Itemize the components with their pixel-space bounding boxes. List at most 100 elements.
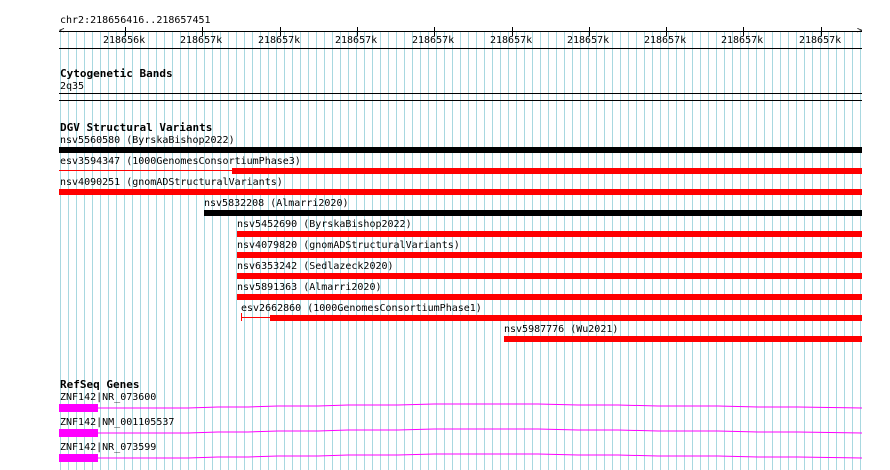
grid-line: [268, 32, 269, 470]
grid-line: [540, 32, 541, 470]
dgv-track-title[interactable]: DGV Structural Variants: [60, 121, 213, 134]
ruler-tick-label: 218657k: [490, 35, 533, 46]
cytoband-track-title[interactable]: Cytogenetic Bands: [60, 67, 173, 80]
dgv-feature-bar[interactable]: [237, 231, 862, 237]
grid-line: [276, 32, 277, 470]
grid-line: [76, 32, 77, 470]
grid-line: [148, 32, 149, 470]
dgv-feature-bar[interactable]: [237, 294, 862, 300]
grid-line: [428, 32, 429, 470]
grid-line: [116, 32, 117, 470]
grid-line: [844, 32, 845, 470]
refseq-gene-label[interactable]: ZNF142|NR_073600: [60, 392, 157, 403]
dgv-feature-label[interactable]: nsv4090251 (gnomADStructuralVariants): [60, 177, 283, 188]
grid-line: [140, 32, 141, 470]
dgv-feature-label[interactable]: esv3594347 (1000GenomesConsortiumPhase3): [60, 156, 301, 167]
grid-line: [396, 32, 397, 470]
dgv-feature-label[interactable]: nsv5560580 (ByrskaBishop2022): [60, 135, 235, 146]
grid-line: [388, 32, 389, 470]
grid-line: [676, 32, 677, 470]
dgv-feature-bar[interactable]: [204, 210, 862, 216]
grid-line: [740, 32, 741, 470]
grid-line: [500, 32, 501, 470]
refseq-gene-label[interactable]: ZNF142|NM_001105537: [60, 417, 175, 428]
dgv-feature-label[interactable]: esv2662860 (1000GenomesConsortiumPhase1): [241, 303, 482, 314]
grid-line: [404, 32, 405, 470]
grid-line: [804, 32, 805, 470]
grid-line: [468, 32, 469, 470]
ruler-tick: [666, 27, 667, 36]
grid-line: [188, 32, 189, 470]
grid-line: [212, 32, 213, 470]
dgv-feature-bar[interactable]: [237, 273, 862, 279]
dgv-feature-connector: [59, 170, 232, 171]
grid-line: [532, 32, 533, 470]
dgv-feature-label[interactable]: nsv4079820 (gnomADStructuralVariants): [237, 240, 460, 251]
ruler-right-arrow: >: [857, 26, 863, 36]
grid-line: [196, 32, 197, 470]
refseq-gene-label[interactable]: ZNF142|NR_073599: [60, 442, 157, 453]
refseq-gene-exon[interactable]: [59, 429, 98, 437]
grid-line: [300, 32, 301, 470]
cytoband-line[interactable]: [59, 93, 862, 94]
dgv-feature-label[interactable]: nsv5891363 (Almarri2020): [237, 282, 382, 293]
grid-line: [620, 32, 621, 470]
ruler-tick-label: 218657k: [412, 35, 455, 46]
dgv-feature-label[interactable]: nsv5832208 (Almarri2020): [204, 198, 349, 209]
grid-line: [668, 32, 669, 470]
ruler-tick: [512, 27, 513, 36]
grid-line: [332, 32, 333, 470]
ruler-tick: [125, 27, 126, 36]
dgv-feature-label[interactable]: nsv6353242 (Sedlazeck2020): [237, 261, 394, 272]
grid-line: [508, 32, 509, 470]
grid-line: [828, 32, 829, 470]
grid-line: [524, 32, 525, 470]
grid-line: [452, 32, 453, 470]
dgv-feature-bar[interactable]: [270, 315, 862, 321]
grid-line: [644, 32, 645, 470]
refseq-track-title[interactable]: RefSeq Genes: [60, 378, 140, 391]
grid-line: [820, 32, 821, 470]
grid-line: [756, 32, 757, 470]
grid-line: [348, 32, 349, 470]
grid-line: [228, 32, 229, 470]
ruler-tick: [821, 27, 822, 36]
ruler-tick-label: 218657k: [799, 35, 842, 46]
grid-line: [732, 32, 733, 470]
grid-line: [204, 32, 205, 470]
ruler-tick-label: 218657k: [721, 35, 764, 46]
refseq-gene-intron-line[interactable]: [98, 450, 862, 462]
ruler-tick-label: 218656k: [103, 35, 146, 46]
grid-line: [708, 32, 709, 470]
grid-line: [364, 32, 365, 470]
grid-line: [492, 32, 493, 470]
dgv-feature-bar[interactable]: [59, 147, 862, 153]
dgv-feature-bar[interactable]: [59, 189, 862, 195]
grid-line: [260, 32, 261, 470]
dgv-feature-bar[interactable]: [504, 336, 862, 342]
grid-line: [156, 32, 157, 470]
grid-line: [236, 32, 237, 470]
ruler-tick: [434, 27, 435, 36]
grid-line: [292, 32, 293, 470]
refseq-gene-intron-line[interactable]: [98, 400, 862, 412]
dgv-feature-bar[interactable]: [237, 252, 862, 258]
grid-line: [356, 32, 357, 470]
ruler-divider: [59, 48, 862, 49]
cytoband-divider: [59, 100, 862, 101]
dgv-feature-label[interactable]: nsv5452690 (ByrskaBishop2022): [237, 219, 412, 230]
grid-line: [580, 32, 581, 470]
grid-line: [652, 32, 653, 470]
refseq-gene-exon[interactable]: [59, 454, 98, 462]
dgv-feature-label[interactable]: nsv5987776 (Wu2021): [504, 324, 619, 335]
grid-line: [172, 32, 173, 470]
ruler-tick-label: 218657k: [258, 35, 301, 46]
grid-line: [604, 32, 605, 470]
refseq-gene-exon[interactable]: [59, 404, 98, 412]
refseq-gene-intron-line[interactable]: [98, 425, 862, 437]
grid-line: [244, 32, 245, 470]
grid-line: [60, 32, 61, 470]
dgv-feature-bar[interactable]: [232, 168, 862, 174]
